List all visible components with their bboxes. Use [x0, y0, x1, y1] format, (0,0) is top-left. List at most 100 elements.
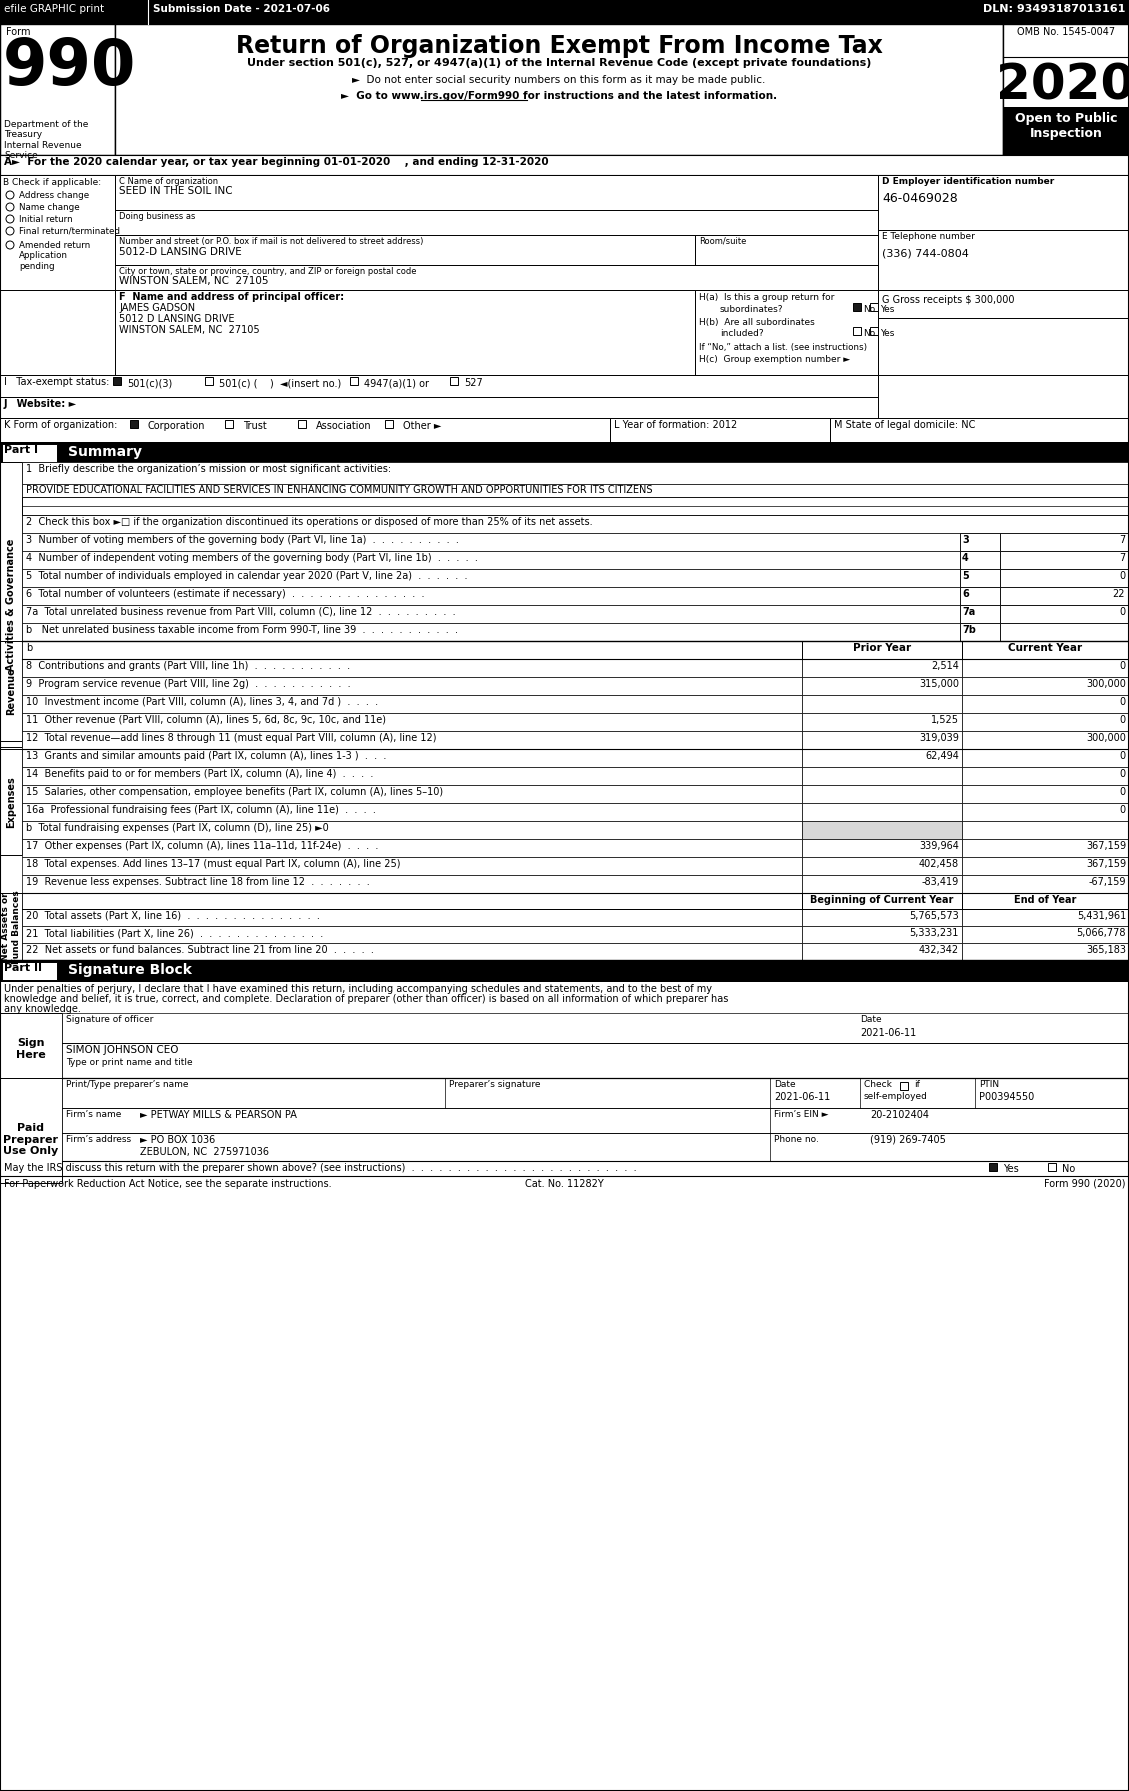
Text: Address change: Address change: [19, 192, 89, 201]
Text: self-employed: self-employed: [864, 1093, 928, 1101]
Bar: [21, 926, 802, 944]
Text: 2021-06-11: 2021-06-11: [860, 1028, 917, 1039]
Text: M State of legal domicile: NC: M State of legal domicile: NC: [834, 421, 975, 430]
Text: 7a: 7a: [962, 607, 975, 618]
Text: Other ►: Other ►: [403, 421, 441, 432]
Bar: [225, 421, 233, 428]
Bar: [205, 376, 213, 385]
Bar: [1000, 552, 1129, 570]
Text: Expenses: Expenses: [6, 776, 16, 827]
Text: 13  Grants and similar amounts paid (Part IX, column (A), lines 1-3 )  .  .  .: 13 Grants and similar amounts paid (Part…: [26, 750, 386, 761]
Bar: [450, 376, 458, 385]
Text: SIMON JOHNSON CEO: SIMON JOHNSON CEO: [65, 1044, 178, 1055]
Bar: [62, 1078, 1129, 1109]
Text: 11  Other revenue (Part VIII, column (A), lines 5, 6d, 8c, 9c, 10c, and 11e): 11 Other revenue (Part VIII, column (A),…: [26, 715, 386, 725]
Bar: [1000, 534, 1129, 552]
Bar: [960, 641, 1129, 659]
Text: For Paperwork Reduction Act Notice, see the separate instructions.: For Paperwork Reduction Act Notice, see …: [5, 1178, 332, 1189]
Text: 19  Revenue less expenses. Subtract line 18 from line 12  .  .  .  .  .  .  .: 19 Revenue less expenses. Subtract line …: [26, 878, 370, 887]
Text: Yes: Yes: [1003, 1164, 1018, 1173]
Text: 5012 D LANSING DRIVE: 5012 D LANSING DRIVE: [119, 313, 235, 324]
Bar: [21, 784, 802, 802]
Text: 367,159: 367,159: [1086, 842, 1126, 851]
Text: If “No,” attach a list. (see instructions): If “No,” attach a list. (see instruction…: [699, 344, 867, 353]
Bar: [21, 802, 802, 820]
Bar: [0, 156, 1129, 176]
Bar: [0, 0, 1129, 23]
Bar: [962, 784, 1129, 802]
Bar: [21, 587, 960, 605]
Text: Preparer’s signature: Preparer’s signature: [449, 1080, 541, 1089]
Bar: [0, 749, 21, 854]
Bar: [870, 303, 878, 312]
Text: WINSTON SALEM, NC  27105: WINSTON SALEM, NC 27105: [119, 276, 269, 287]
Bar: [0, 1014, 62, 1078]
Text: included?: included?: [720, 330, 763, 338]
Text: Beginning of Current Year: Beginning of Current Year: [811, 896, 954, 904]
Text: No: No: [863, 304, 875, 313]
Bar: [21, 944, 802, 960]
Bar: [62, 1134, 1129, 1161]
Text: PTIN: PTIN: [979, 1080, 999, 1089]
Bar: [385, 421, 393, 428]
Bar: [962, 858, 1129, 876]
Text: JAMES GADSON: JAMES GADSON: [119, 303, 195, 313]
Text: ►  Do not enter social security numbers on this form as it may be made public.: ► Do not enter social security numbers o…: [352, 75, 765, 84]
Text: 319,039: 319,039: [919, 733, 959, 743]
Bar: [1003, 107, 1129, 156]
Text: 8  Contributions and grants (Part VIII, line 1h)  .  .  .  .  .  .  .  .  .  .  : 8 Contributions and grants (Part VIII, l…: [26, 661, 350, 672]
Bar: [802, 749, 962, 767]
Text: subordinates?: subordinates?: [720, 304, 784, 313]
Bar: [960, 623, 1000, 641]
Text: 14  Benefits paid to or for members (Part IX, column (A), line 4)  .  .  .  .: 14 Benefits paid to or for members (Part…: [26, 768, 374, 779]
Bar: [854, 303, 861, 312]
Text: Net Assets or
Fund Balances: Net Assets or Fund Balances: [1, 890, 20, 964]
Bar: [115, 265, 878, 290]
Bar: [0, 641, 21, 741]
Bar: [1000, 570, 1129, 587]
Text: Yes: Yes: [879, 330, 894, 338]
Text: 3: 3: [962, 536, 969, 544]
Text: Firm’s address: Firm’s address: [65, 1135, 131, 1144]
Text: G Gross receipts $ 300,000: G Gross receipts $ 300,000: [882, 296, 1015, 304]
Text: 0: 0: [1119, 571, 1124, 580]
Bar: [962, 713, 1129, 731]
Bar: [115, 210, 878, 235]
Text: 5,066,778: 5,066,778: [1076, 928, 1126, 938]
Bar: [802, 876, 962, 894]
Bar: [962, 838, 1129, 858]
Text: OMB No. 1545-0047: OMB No. 1545-0047: [1017, 27, 1115, 38]
Bar: [610, 417, 830, 442]
Text: Activities & Governance: Activities & Governance: [6, 539, 16, 672]
Bar: [115, 23, 1003, 156]
Text: Final return/terminated: Final return/terminated: [19, 227, 120, 236]
Text: ►  Go to www.irs.gov/Form990 for instructions and the latest information.: ► Go to www.irs.gov/Form990 for instruct…: [341, 91, 777, 100]
Bar: [802, 944, 962, 960]
Text: if: if: [914, 1080, 920, 1089]
Bar: [962, 641, 1129, 659]
Text: 2,514: 2,514: [931, 661, 959, 672]
Text: 4947(a)(1) or: 4947(a)(1) or: [364, 378, 429, 389]
Text: Check: Check: [864, 1080, 895, 1089]
Text: Signature Block: Signature Block: [68, 964, 192, 978]
Bar: [62, 1042, 1129, 1078]
Bar: [870, 328, 878, 335]
Text: -67,159: -67,159: [1088, 878, 1126, 887]
Bar: [802, 677, 962, 695]
Bar: [0, 417, 610, 442]
Bar: [115, 290, 695, 374]
Text: 300,000: 300,000: [1086, 679, 1126, 690]
Bar: [0, 176, 115, 290]
Text: Print/Type preparer’s name: Print/Type preparer’s name: [65, 1080, 189, 1089]
Bar: [989, 1162, 997, 1171]
Text: Sign
Here: Sign Here: [16, 1039, 46, 1060]
Bar: [21, 623, 960, 641]
Bar: [802, 695, 962, 713]
Bar: [830, 417, 1129, 442]
Text: b: b: [26, 643, 33, 654]
Bar: [21, 534, 960, 552]
Text: 5  Total number of individuals employed in calendar year 2020 (Part V, line 2a) : 5 Total number of individuals employed i…: [26, 571, 467, 580]
Text: 16a  Professional fundraising fees (Part IX, column (A), line 11e)  .  .  .  .: 16a Professional fundraising fees (Part …: [26, 804, 376, 815]
Bar: [1000, 605, 1129, 623]
Text: 2020: 2020: [997, 61, 1129, 109]
